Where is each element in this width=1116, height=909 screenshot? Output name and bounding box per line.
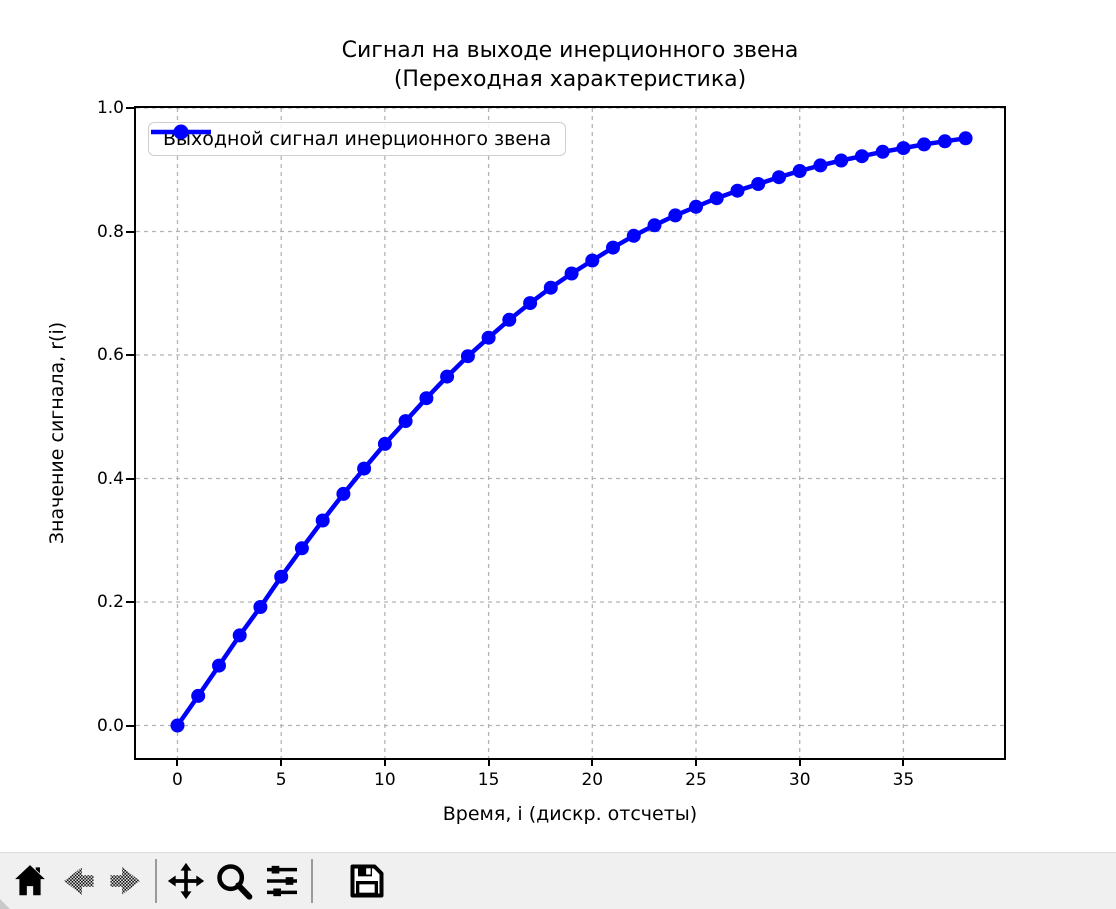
- data-point-marker: [917, 137, 932, 152]
- data-point-marker: [730, 183, 745, 198]
- y-tick-mark: [126, 107, 134, 109]
- y-tick-label: 0.2: [96, 592, 124, 612]
- x-tick-label: 25: [685, 770, 707, 790]
- y-tick-mark: [126, 230, 134, 233]
- zoom-icon: [217, 864, 253, 900]
- data-point-marker: [709, 191, 724, 206]
- window-resize-grip[interactable]: [0, 899, 10, 909]
- x-tick-mark: [695, 758, 697, 766]
- data-point-marker: [834, 153, 849, 168]
- y-tick-mark: [126, 477, 134, 480]
- data-point-marker: [606, 240, 620, 255]
- x-tick-mark: [902, 758, 905, 766]
- x-tick-mark: [487, 758, 490, 766]
- data-point-marker: [502, 312, 517, 327]
- data-point-marker: [854, 149, 869, 164]
- matplotlib-figure: Сигнал на выходе инерционного звена (Пер…: [46, 36, 1006, 825]
- data-point-marker: [440, 369, 455, 384]
- signal-line: [175, 136, 968, 728]
- signal-line-chart: [136, 108, 1004, 758]
- plot-area[interactable]: Выходной сигнал инерционного звена: [134, 106, 1006, 760]
- data-point-marker: [398, 414, 413, 429]
- y-tick-label: 0.0: [96, 715, 124, 736]
- data-point-marker: [377, 436, 392, 451]
- x-tick-label: 30: [788, 770, 811, 790]
- data-point-marker: [253, 600, 268, 614]
- data-point-marker: [481, 330, 496, 345]
- data-point-marker: [813, 158, 828, 173]
- legend-label: Выходной сигнал инерционного звена: [163, 128, 552, 150]
- y-tick-label: 1.0: [96, 98, 124, 118]
- configure-subplots-icon: [267, 865, 297, 897]
- x-tick-mark: [280, 758, 283, 766]
- y-tick-mark: [126, 724, 134, 727]
- data-point-marker: [336, 486, 351, 501]
- chart-title-line1: Сигнал на выходе инерционного звена: [341, 38, 799, 63]
- legend[interactable]: Выходной сигнал инерционного звена: [148, 122, 567, 156]
- x-tick-label: 5: [275, 770, 287, 790]
- matplotlib-toolbar: [0, 852, 1116, 909]
- data-point-marker: [958, 131, 973, 146]
- pan-button[interactable]: [163, 858, 209, 904]
- data-point-marker: [689, 199, 703, 214]
- data-point-marker: [668, 208, 683, 223]
- forward-button[interactable]: [103, 858, 149, 904]
- data-point-marker: [170, 718, 185, 733]
- home-icon: [15, 865, 45, 896]
- save-button[interactable]: [344, 858, 390, 904]
- data-point-marker: [191, 688, 206, 703]
- data-point-marker: [460, 349, 475, 364]
- data-point-marker: [232, 628, 247, 643]
- y-tick-label: 0.6: [96, 345, 124, 365]
- data-point-marker: [585, 253, 600, 268]
- data-point-marker: [564, 266, 579, 281]
- forward-icon: [110, 867, 140, 895]
- data-point-marker: [626, 228, 641, 243]
- x-tick-mark: [383, 758, 386, 766]
- data-point-marker: [294, 541, 309, 556]
- data-point-marker: [274, 569, 289, 584]
- x-axis-label: Время, i (дискр. отсчеты): [442, 803, 698, 825]
- data-point-marker: [792, 164, 807, 178]
- data-point-marker: [896, 141, 911, 156]
- data-point-marker: [357, 461, 372, 476]
- back-icon: [64, 867, 94, 895]
- data-point-marker: [772, 170, 786, 185]
- data-point-marker: [543, 280, 558, 295]
- data-point-marker: [419, 391, 434, 406]
- data-point-marker: [751, 177, 766, 191]
- back-button[interactable]: [55, 858, 101, 904]
- y-tick-mark: [126, 354, 134, 356]
- zoom-button[interactable]: [211, 858, 257, 904]
- data-point-marker: [315, 513, 330, 528]
- data-point-marker: [212, 658, 226, 673]
- configure-subplots-button[interactable]: [259, 858, 305, 904]
- x-tick-label: 10: [374, 770, 396, 790]
- toolbar-separator: [155, 859, 157, 903]
- x-tick-mark: [798, 758, 801, 766]
- x-tick-label: 20: [581, 770, 604, 790]
- y-tick-label: 0.8: [96, 221, 124, 242]
- pan-icon: [167, 862, 205, 900]
- y-tick-mark: [126, 601, 134, 603]
- x-tick-label: 0: [172, 770, 183, 790]
- x-tick-label: 15: [477, 770, 500, 790]
- x-tick-mark: [591, 758, 594, 766]
- home-button[interactable]: [7, 858, 53, 904]
- legend-line-sample: [151, 124, 211, 140]
- chart-title-line2: (Переходная характеристика): [393, 67, 747, 92]
- save-icon: [350, 864, 384, 898]
- data-point-marker: [523, 296, 538, 311]
- y-tick-label: 0.4: [96, 468, 124, 489]
- toolbar-separator: [311, 859, 313, 903]
- chart-title: Сигнал на выходе инерционного звена (Пер…: [136, 36, 1004, 94]
- data-point-marker: [937, 134, 952, 149]
- x-tick-mark: [176, 758, 179, 766]
- data-point-marker: [875, 144, 890, 159]
- data-point-marker: [647, 218, 662, 233]
- x-tick-label: 35: [892, 770, 915, 790]
